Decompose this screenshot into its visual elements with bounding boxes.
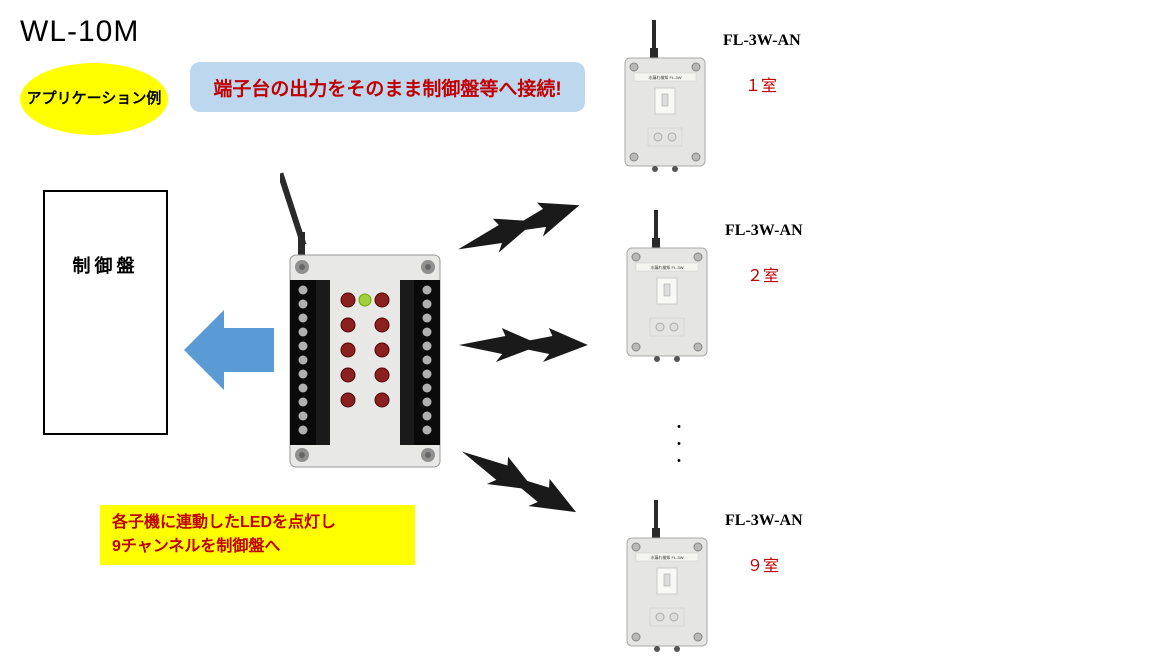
control-panel-box: 制御盤 bbox=[43, 190, 168, 435]
sub-device-room-2: ２室 bbox=[747, 262, 779, 286]
sub-device-model-2: FL-3W-AN bbox=[725, 222, 803, 240]
sub-device-3: 水漏れ検知 FL-3W bbox=[622, 500, 712, 657]
page-title: WL-10M bbox=[20, 15, 139, 49]
blue-arrow-icon bbox=[184, 300, 284, 405]
led-note-box: 各子機に連動したLEDを点灯し 9チャンネルを制御盤へ bbox=[100, 505, 415, 565]
signal-arrow-1 bbox=[450, 190, 600, 265]
sub-device-room-1: １室 bbox=[745, 72, 777, 96]
sub-device-model-3: FL-3W-AN bbox=[725, 512, 803, 530]
sub-device-model-1: FL-3W-AN bbox=[723, 32, 801, 50]
application-badge: アプリケーション例 bbox=[20, 63, 168, 135]
sub-device-1: 水漏れ検知 FL-3W bbox=[620, 20, 710, 177]
sub-device-room-3: ９室 bbox=[747, 552, 779, 576]
svg-text:水漏れ検知 FL-3W: 水漏れ検知 FL-3W bbox=[648, 74, 681, 80]
led-note-line2: 9チャンネルを制御盤へ bbox=[112, 535, 415, 559]
main-device bbox=[280, 170, 450, 485]
svg-text:水漏れ検知 FL-3W: 水漏れ検知 FL-3W bbox=[650, 264, 683, 270]
signal-arrow-3 bbox=[450, 450, 600, 525]
connection-note-box: 端子台の出力をそのまま制御盤等へ接続! bbox=[190, 62, 585, 112]
application-badge-text: アプリケーション例 bbox=[27, 89, 162, 109]
svg-text:水漏れ検知 FL-3W: 水漏れ検知 FL-3W bbox=[650, 554, 683, 560]
control-panel-label: 制御盤 bbox=[73, 252, 139, 278]
signal-arrow-2 bbox=[455, 310, 605, 385]
connection-note-text: 端子台の出力をそのまま制御盤等へ接続! bbox=[213, 74, 561, 101]
led-note-line1: 各子機に連動したLEDを点灯し bbox=[112, 511, 415, 535]
sub-device-2: 水漏れ検知 FL-3W bbox=[622, 210, 712, 367]
ellipsis-dots: ・・・ bbox=[672, 419, 686, 469]
